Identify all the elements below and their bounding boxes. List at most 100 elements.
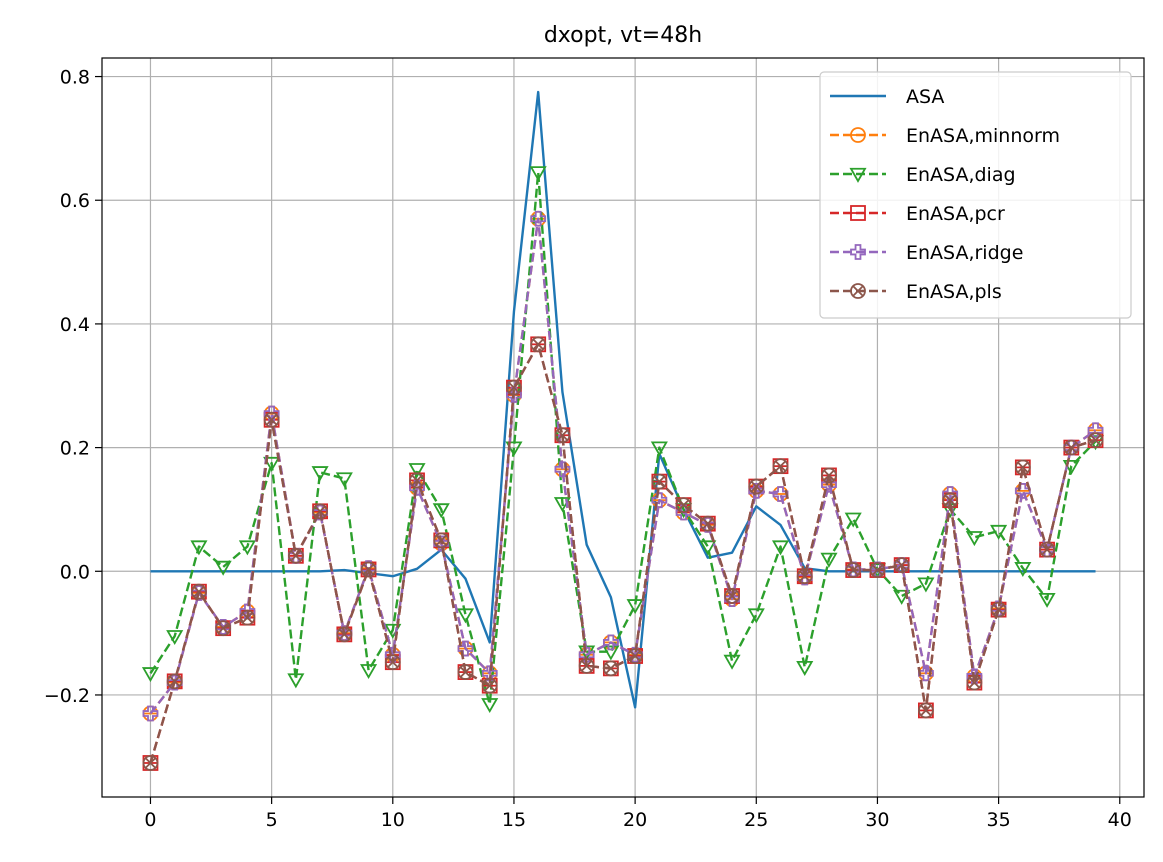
data-point — [844, 512, 862, 528]
legend-entry: EnASA,minnorm — [830, 125, 1060, 147]
data-point — [966, 674, 983, 691]
data-point — [578, 646, 595, 663]
x-tick-label: 30 — [865, 809, 889, 831]
legend-marker — [850, 127, 866, 143]
data-point — [627, 648, 644, 664]
data-point — [990, 601, 1007, 618]
data-point — [699, 540, 717, 556]
legend-marker — [850, 205, 866, 221]
data-point — [191, 583, 207, 600]
data-point — [312, 503, 328, 520]
legend-label: EnASA,minnorm — [906, 125, 1060, 147]
data-point — [918, 702, 934, 719]
data-point — [796, 660, 814, 676]
legend-entry: EnASA,ridge — [830, 242, 1023, 264]
data-point — [699, 515, 716, 532]
chart-title: dxopt, vt=48h — [544, 23, 702, 48]
data-point — [481, 698, 499, 714]
data-point — [747, 608, 765, 624]
legend-marker — [850, 283, 866, 299]
data-point — [917, 577, 935, 593]
data-point — [1014, 482, 1031, 499]
data-point — [457, 640, 474, 657]
data-point — [530, 210, 547, 227]
x-tick-label: 20 — [623, 809, 647, 831]
data-point — [239, 603, 256, 620]
x-tick-label: 25 — [744, 809, 768, 831]
data-point — [748, 478, 765, 495]
data-point — [263, 456, 281, 472]
data-point — [869, 562, 886, 578]
data-point — [239, 609, 256, 626]
data-point — [360, 664, 378, 680]
data-point — [456, 608, 475, 624]
y-tick-label: 0.4 — [60, 314, 90, 336]
x-tick-label: 15 — [502, 809, 526, 831]
legend-entry: EnASA,diag — [830, 164, 1016, 186]
data-point — [1039, 541, 1055, 558]
data-point — [651, 473, 668, 490]
data-point — [530, 336, 547, 353]
data-point — [360, 561, 377, 578]
data-point — [408, 463, 426, 479]
y-tick-label: 0.8 — [60, 67, 90, 89]
data-point — [311, 466, 329, 482]
data-point — [238, 540, 256, 556]
y-tick-label: 0.6 — [60, 190, 90, 212]
data-point — [1087, 432, 1104, 449]
data-point — [433, 532, 450, 549]
data-point — [1038, 592, 1056, 608]
data-point — [772, 458, 789, 475]
data-point — [287, 673, 305, 689]
data-point — [578, 657, 595, 674]
series-layer — [141, 90, 1105, 771]
data-point — [602, 660, 619, 677]
x-tick-label: 0 — [144, 809, 156, 831]
data-point — [796, 568, 813, 585]
data-point — [190, 540, 208, 556]
legend-label: EnASA,diag — [906, 164, 1016, 186]
data-point — [481, 677, 498, 694]
data-point — [990, 524, 1008, 540]
data-point — [821, 467, 837, 484]
legend-label: EnASA,pls — [906, 281, 1002, 303]
data-point — [336, 626, 353, 643]
data-point — [166, 673, 183, 690]
x-tick-label: 10 — [381, 809, 405, 831]
x-tick-label: 40 — [1108, 809, 1132, 831]
data-point — [724, 588, 740, 604]
legend-entry: ASA — [830, 86, 944, 108]
data-point — [409, 472, 425, 489]
data-point — [845, 562, 862, 578]
data-point — [942, 486, 959, 502]
data-point — [650, 441, 668, 457]
legend-box — [819, 71, 1132, 319]
axis-ticks: 0 5 10 15 20 25 30 35 40 −0.2 0.0 0.2 0.4 0.6 0.8 — [44, 67, 1132, 831]
legend: ASA EnASA,minnorm EnASA,diag EnASA,pcr EnASA… — [819, 71, 1132, 319]
data-point — [142, 705, 159, 722]
data-point — [651, 492, 668, 509]
data-point — [141, 667, 160, 683]
data-point — [1014, 562, 1032, 578]
plot-frame — [101, 57, 1145, 798]
data-point — [771, 540, 790, 556]
data-point — [142, 755, 159, 771]
legend-label: EnASA,pcr — [906, 203, 1005, 225]
data-point — [675, 497, 692, 514]
data-point — [820, 552, 838, 568]
legend-label: EnASA,ridge — [906, 242, 1023, 264]
series-EnASA,pls — [142, 336, 1104, 771]
data-point — [1014, 459, 1031, 476]
data-point — [554, 427, 571, 444]
series-line — [149, 217, 1097, 715]
data-point — [942, 492, 959, 509]
data-point — [772, 486, 789, 502]
data-point — [893, 557, 910, 573]
data-point — [384, 654, 401, 671]
y-tick-label: 0.0 — [60, 561, 90, 583]
data-point — [457, 664, 474, 680]
series-line — [149, 343, 1096, 764]
data-point — [481, 665, 498, 682]
y-tick-label: 0.2 — [60, 438, 90, 460]
